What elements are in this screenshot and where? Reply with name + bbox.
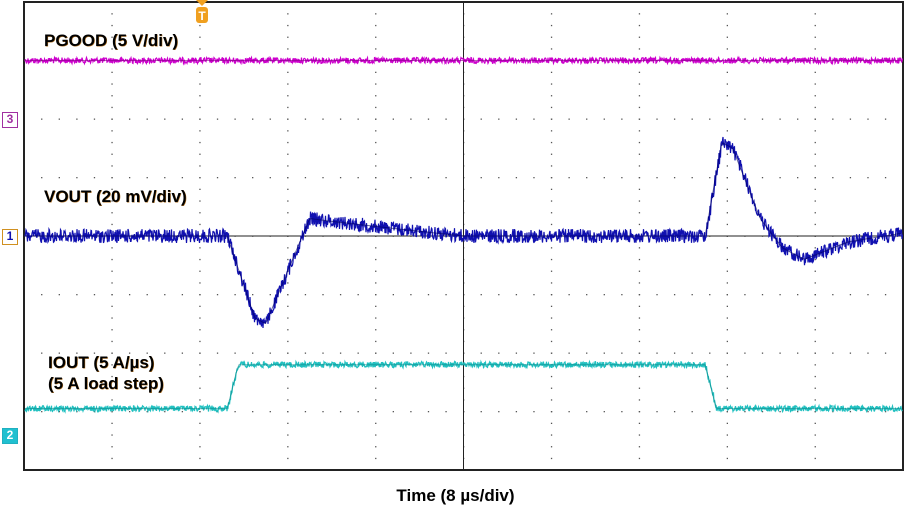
- iout-label: IOUT (5 A/µs): [48, 353, 155, 372]
- channel-1-marker[interactable]: 1: [2, 229, 18, 245]
- vout-label: VOUT (20 mV/div): [44, 187, 187, 206]
- pgood-label: PGOOD (5 V/div): [44, 31, 179, 50]
- channel-3-marker[interactable]: 3: [2, 112, 18, 128]
- iout-sublabel: (5 A load step): [48, 374, 164, 393]
- svg-text:T: T: [198, 9, 206, 23]
- iout-trace: [24, 359, 903, 414]
- vout-trace: [24, 136, 904, 329]
- channel-2-marker[interactable]: 2: [2, 428, 18, 444]
- x-axis-label: Time (8 µs/div): [396, 486, 515, 505]
- trigger-icon: T: [196, 0, 208, 23]
- trigger-marker[interactable]: T: [195, 0, 209, 24]
